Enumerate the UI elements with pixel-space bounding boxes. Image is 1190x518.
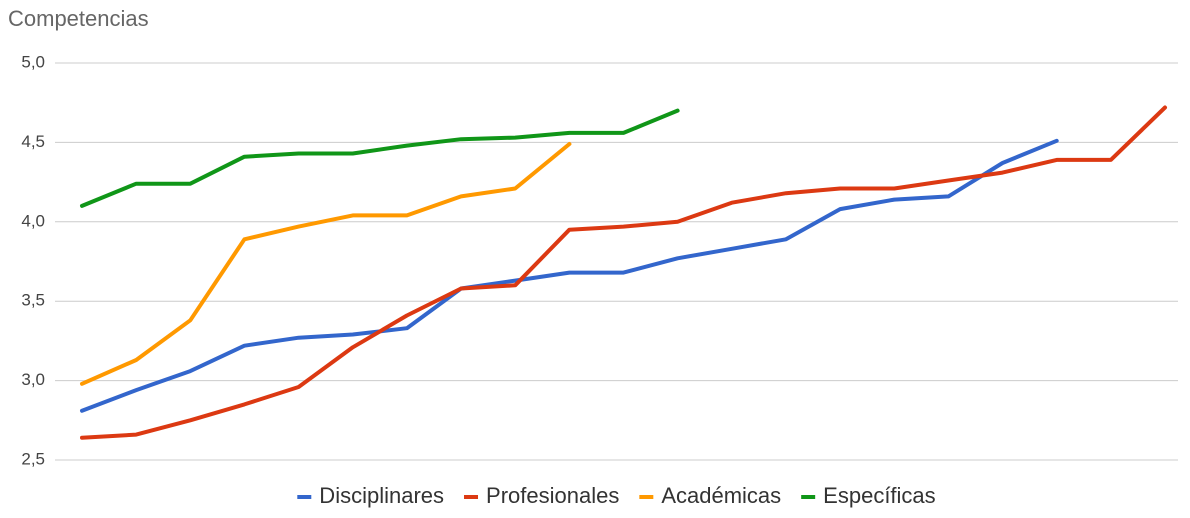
legend: Disciplinares Profesionales Académicas Espe… <box>297 483 936 508</box>
legend-label: Disciplinares <box>319 483 444 508</box>
series-line <box>80 108 680 208</box>
legend-label: Profesionales <box>486 483 619 508</box>
y-tick-label: 4,0 <box>21 211 45 230</box>
series-line <box>80 142 572 386</box>
series-line <box>80 105 1167 440</box>
y-tick-label: 3,0 <box>21 370 45 389</box>
chart-title: Competencias <box>8 6 149 31</box>
y-tick-label: 3,5 <box>21 291 45 310</box>
y-tick-label: 5,0 <box>21 52 45 71</box>
series-line <box>80 138 1059 413</box>
legend-label: Académicas <box>661 483 781 508</box>
legend-label: Específicas <box>823 483 936 508</box>
y-tick-label: 2,5 <box>21 449 45 468</box>
y-tick-label: 4,5 <box>21 132 45 151</box>
